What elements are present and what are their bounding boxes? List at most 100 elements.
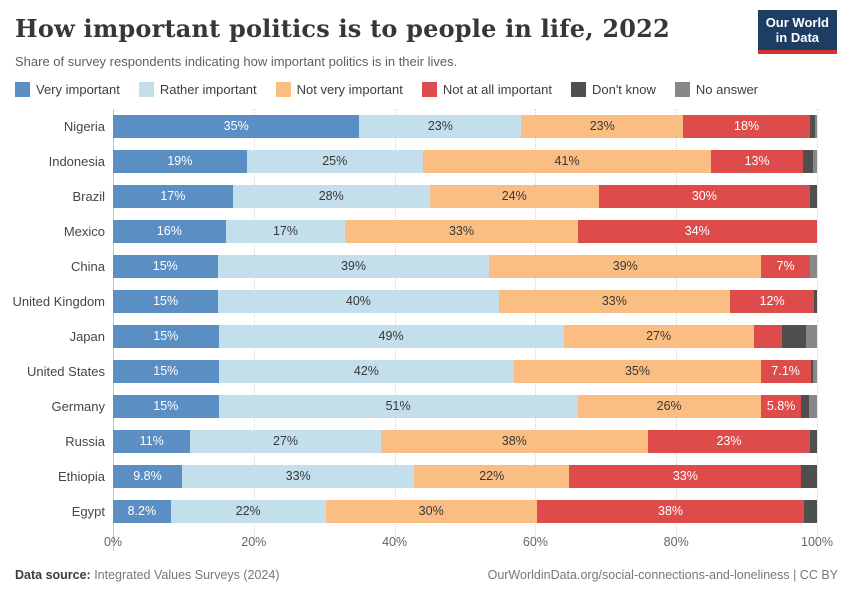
bar-segment-japan-rather-important[interactable]: 49% — [218, 324, 564, 348]
bar-segment-nigeria-very-important[interactable]: 35% — [113, 114, 360, 138]
legend-label: Not at all important — [442, 81, 552, 97]
bar-segment-united-states-very-important[interactable]: 15% — [113, 359, 219, 383]
bar-segment-germany-not-at-all-important[interactable]: 5.8% — [760, 394, 802, 418]
bar-segment-nigeria-don-t-know[interactable] — [809, 114, 815, 138]
bar-segment-egypt-not-at-all-important[interactable]: 38% — [536, 499, 805, 523]
bar-segment-russia-very-important[interactable]: 11% — [113, 429, 191, 453]
legend-item-not-at-all-important[interactable]: Not at all important — [421, 81, 552, 97]
bar-segment-china-rather-important[interactable]: 39% — [217, 254, 490, 278]
bar-segment-china-not-at-all-important[interactable]: 7% — [761, 254, 810, 278]
legend-item-not-very-important[interactable]: Not very important — [275, 81, 403, 97]
bar-segment-indonesia-rather-important[interactable]: 25% — [246, 149, 423, 173]
bar-segment-value: 28% — [318, 189, 344, 204]
owid-logo[interactable]: Our World in Data — [757, 10, 837, 54]
chart-row-united-states: United States 15% 42% 35% 7.1% — [0, 354, 817, 389]
legend-label: Rather important — [159, 81, 257, 97]
bar-segment-ethiopia-rather-important[interactable]: 33% — [181, 464, 415, 488]
bar-segment-germany-not-very-important[interactable]: 26% — [577, 394, 761, 418]
bar-segment-mexico-very-important[interactable]: 16% — [113, 219, 226, 243]
bar-segment-germany-very-important[interactable]: 15% — [113, 394, 219, 418]
bar-segment-russia-not-very-important[interactable]: 38% — [380, 429, 649, 453]
bar-segment-value: 15% — [153, 399, 179, 414]
data-source-label: Data source: — [15, 567, 91, 582]
bar-segment-value: 15% — [152, 259, 178, 274]
bar-segment-ethiopia-not-at-all-important[interactable]: 33% — [569, 464, 802, 488]
bar-segment-egypt-not-very-important[interactable]: 30% — [325, 499, 537, 523]
bar-segment-value: 35% — [624, 364, 650, 379]
bar-track-china: 15% 39% 39% 7% — [113, 254, 817, 278]
bar-segment-value: 26% — [656, 399, 682, 414]
bar-segment-egypt-don-t-know[interactable] — [804, 499, 817, 523]
bar-segment-indonesia-not-very-important[interactable]: 41% — [422, 149, 712, 173]
bar-segment-indonesia-very-important[interactable]: 19% — [113, 149, 247, 173]
bar-segment-mexico-not-very-important[interactable]: 33% — [345, 219, 578, 243]
bar-segment-japan-very-important[interactable]: 15% — [113, 324, 219, 348]
chart-row-ethiopia: Ethiopia 9.8% 33% 22% 33% — [0, 459, 817, 494]
legend-item-no-answer[interactable]: No answer — [674, 81, 758, 97]
bar-segment-indonesia-not-at-all-important[interactable]: 13% — [711, 149, 803, 173]
bar-segment-ethiopia-not-very-important[interactable]: 22% — [414, 464, 570, 488]
bar-segment-united-kingdom-not-at-all-important[interactable]: 12% — [730, 289, 815, 313]
bar-track-brazil: 17% 28% 24% 30% — [113, 184, 817, 208]
bar-segment-china-no-answer[interactable] — [809, 254, 817, 278]
bar-segment-germany-no-answer[interactable] — [809, 394, 817, 418]
bar-segment-united-states-rather-important[interactable]: 42% — [218, 359, 515, 383]
x-axis: 0% 20% 40% 60% 80% 100% — [104, 533, 833, 551]
bar-segment-brazil-very-important[interactable]: 17% — [113, 184, 233, 208]
bar-segment-value: 8.2% — [127, 504, 157, 519]
bar-segment-mexico-not-at-all-important[interactable]: 34% — [577, 219, 817, 243]
bar-segment-ethiopia-don-t-know[interactable] — [801, 464, 817, 488]
bar-segment-mexico-rather-important[interactable]: 17% — [225, 219, 346, 243]
bar-segment-brazil-don-t-know[interactable] — [809, 184, 817, 208]
bar-segment-brazil-not-very-important[interactable]: 24% — [429, 184, 599, 208]
bar-segment-egypt-rather-important[interactable]: 22% — [170, 499, 326, 523]
country-label-indonesia: Indonesia — [48, 153, 105, 169]
data-source: Data source: Integrated Values Surveys (… — [15, 568, 280, 582]
bar-segment-brazil-rather-important[interactable]: 28% — [232, 184, 430, 208]
bar-segment-value: 30% — [418, 504, 444, 519]
legend-swatch-icon — [421, 81, 437, 97]
chart-row-russia: Russia 11% 27% 38% 23% — [0, 424, 817, 459]
bar-segment-united-states-no-answer[interactable] — [813, 359, 817, 383]
bar-segment-germany-rather-important[interactable]: 51% — [218, 394, 578, 418]
bar-segment-united-kingdom-not-very-important[interactable]: 33% — [498, 289, 731, 313]
bar-track-united-kingdom: 15% 40% 33% 12% — [113, 289, 817, 313]
bar-segment-united-states-not-very-important[interactable]: 35% — [514, 359, 761, 383]
bar-track-indonesia: 19% 25% 41% 13% — [113, 149, 817, 173]
bar-segment-nigeria-no-answer[interactable] — [814, 114, 817, 138]
bar-segment-united-kingdom-rather-important[interactable]: 40% — [218, 289, 499, 313]
bar-segment-nigeria-rather-important[interactable]: 23% — [359, 114, 522, 138]
legend-item-don-t-know[interactable]: Don't know — [570, 81, 656, 97]
bar-segment-japan-don-t-know[interactable] — [782, 324, 807, 348]
bar-segment-russia-don-t-know[interactable] — [809, 429, 817, 453]
bar-segment-indonesia-no-answer[interactable] — [813, 149, 817, 173]
chart-rows: Nigeria 35% 23% 23% 18% Indonesia 19% 25% 41% 13%… — [0, 109, 817, 529]
chart-row-germany: Germany 15% 51% 26% 5.8% — [0, 389, 817, 424]
bar-segment-japan-no-answer[interactable] — [806, 324, 817, 348]
legend-label: Very important — [36, 81, 120, 97]
bar-segment-egypt-very-important[interactable]: 8.2% — [113, 499, 171, 523]
x-axis-tick-60: 60% — [522, 534, 548, 549]
bar-segment-nigeria-not-very-important[interactable]: 23% — [521, 114, 684, 138]
country-label-ethiopia: Ethiopia — [58, 468, 105, 484]
footer-link[interactable]: OurWorldinData.org/social-connections-an… — [487, 567, 838, 582]
bar-segment-ethiopia-very-important[interactable]: 9.8% — [113, 464, 182, 488]
bar-segment-japan-not-very-important[interactable]: 27% — [563, 324, 754, 348]
bar-segment-united-kingdom-don-t-know[interactable] — [814, 289, 817, 313]
bar-segment-united-states-don-t-know[interactable] — [810, 359, 814, 383]
bar-segment-japan-not-at-all-important[interactable] — [753, 324, 783, 348]
bar-segment-china-not-very-important[interactable]: 39% — [489, 254, 762, 278]
legend-item-rather-important[interactable]: Rather important — [138, 81, 257, 97]
bar-segment-united-states-not-at-all-important[interactable]: 7.1% — [760, 359, 811, 383]
bar-segment-brazil-not-at-all-important[interactable]: 30% — [598, 184, 810, 208]
bar-segment-united-kingdom-very-important[interactable]: 15% — [113, 289, 219, 313]
bar-segment-indonesia-don-t-know[interactable] — [802, 149, 814, 173]
bar-segment-germany-don-t-know[interactable] — [801, 394, 810, 418]
bar-segment-russia-rather-important[interactable]: 27% — [190, 429, 381, 453]
bar-segment-china-very-important[interactable]: 15% — [113, 254, 218, 278]
bar-segment-russia-not-at-all-important[interactable]: 23% — [648, 429, 810, 453]
country-label-brazil: Brazil — [72, 188, 105, 204]
data-source-value: Integrated Values Surveys (2024) — [90, 567, 280, 582]
legend-item-very-important[interactable]: Very important — [15, 81, 120, 97]
bar-segment-nigeria-not-at-all-important[interactable]: 18% — [683, 114, 810, 138]
